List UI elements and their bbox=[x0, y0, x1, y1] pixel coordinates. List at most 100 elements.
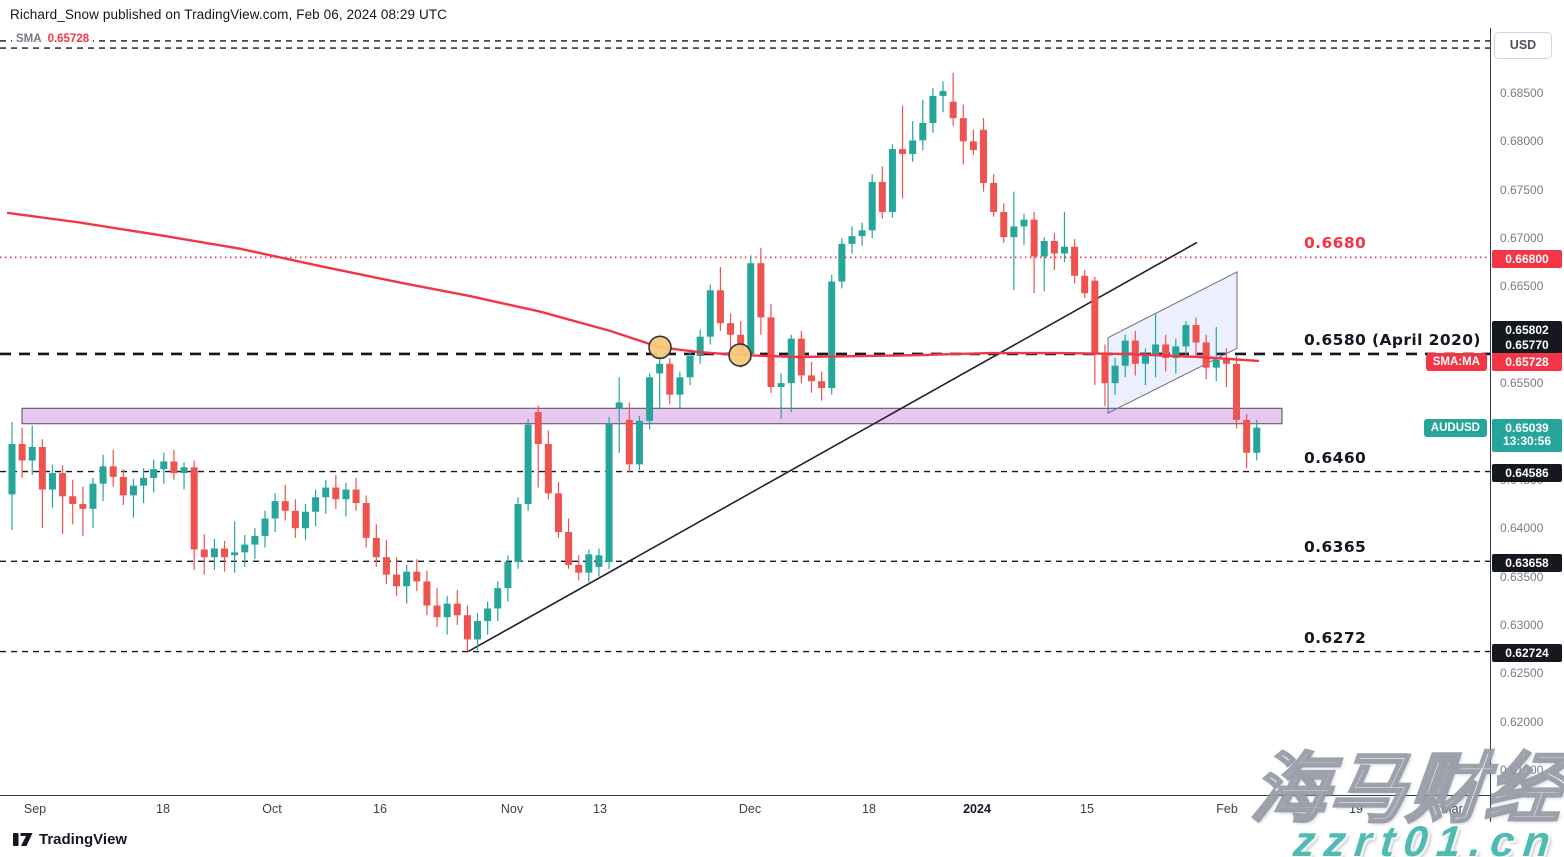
candle bbox=[767, 317, 775, 387]
candle bbox=[382, 557, 390, 575]
candle bbox=[1222, 359, 1230, 364]
candle bbox=[818, 381, 826, 388]
candle bbox=[433, 605, 441, 618]
candle bbox=[271, 501, 279, 519]
candle bbox=[1162, 344, 1170, 358]
currency-toggle-button[interactable]: USD bbox=[1494, 32, 1552, 59]
candle bbox=[727, 323, 735, 335]
candle bbox=[747, 263, 755, 355]
time-tick: Mar bbox=[1441, 802, 1463, 816]
candle bbox=[1081, 275, 1089, 294]
candle bbox=[99, 466, 107, 484]
candle bbox=[291, 510, 299, 529]
candle bbox=[777, 383, 785, 387]
candle bbox=[413, 571, 421, 582]
price-tick: 0.63500 bbox=[1500, 569, 1544, 584]
candle bbox=[929, 95, 937, 123]
candle bbox=[625, 419, 633, 465]
candlestick-series bbox=[8, 72, 1261, 653]
candle bbox=[79, 504, 87, 509]
trendline bbox=[467, 241, 1198, 653]
candle bbox=[150, 469, 158, 478]
candle bbox=[888, 149, 896, 212]
price-tick: 0.68000 bbox=[1500, 134, 1544, 149]
candle bbox=[868, 181, 876, 231]
time-tick: 13 bbox=[593, 802, 607, 816]
candle bbox=[403, 571, 411, 587]
candle bbox=[575, 564, 583, 573]
candle bbox=[878, 181, 886, 212]
chart-plot[interactable] bbox=[0, 0, 1490, 795]
candle bbox=[301, 511, 309, 529]
candle bbox=[1071, 246, 1079, 276]
candle bbox=[959, 118, 967, 142]
candle bbox=[909, 140, 917, 154]
candle bbox=[656, 363, 664, 374]
price-tick: 0.67000 bbox=[1500, 231, 1544, 246]
price-tick: 0.66500 bbox=[1500, 279, 1544, 294]
price-tick: 0.64000 bbox=[1500, 521, 1544, 536]
candle bbox=[1111, 365, 1119, 384]
tradingview-logo-icon[interactable] bbox=[13, 831, 33, 848]
candle bbox=[1091, 280, 1099, 355]
candle bbox=[251, 535, 259, 545]
candle bbox=[342, 489, 350, 500]
candle bbox=[615, 402, 623, 409]
candle bbox=[109, 466, 117, 477]
candle bbox=[828, 281, 836, 388]
candle bbox=[1010, 226, 1018, 238]
candle bbox=[949, 101, 957, 119]
candle bbox=[372, 537, 380, 558]
candle bbox=[990, 182, 998, 212]
candle bbox=[848, 236, 856, 244]
candle bbox=[1050, 240, 1058, 254]
candle bbox=[969, 141, 977, 151]
time-tick: Dec bbox=[738, 802, 762, 816]
price-tick: 0.65500 bbox=[1500, 376, 1544, 391]
candle bbox=[180, 467, 188, 474]
time-tick: Sep bbox=[23, 802, 47, 816]
time-tick: Nov bbox=[500, 802, 524, 816]
candle bbox=[1212, 359, 1220, 368]
time-axis[interactable]: Sep 18 Oct 16 Nov 13 Dec 18 2024 15 Feb 19 Mar bbox=[0, 795, 1490, 822]
candle bbox=[514, 504, 522, 563]
candle bbox=[716, 290, 724, 324]
candle bbox=[676, 377, 684, 395]
indicator-legend[interactable]: SMA 0.65728 bbox=[12, 33, 94, 45]
candle bbox=[1141, 354, 1149, 364]
candle bbox=[1243, 419, 1251, 453]
candle bbox=[210, 548, 218, 558]
indicator-name: SMA bbox=[16, 33, 42, 45]
candle bbox=[59, 473, 67, 497]
candle bbox=[474, 621, 482, 640]
candle bbox=[231, 552, 239, 556]
candle bbox=[362, 503, 370, 538]
candle bbox=[696, 336, 704, 357]
candle bbox=[635, 420, 643, 465]
candle bbox=[919, 122, 927, 141]
candle bbox=[221, 548, 229, 558]
candle bbox=[28, 446, 36, 461]
candle bbox=[605, 423, 613, 563]
candle bbox=[38, 446, 46, 490]
candle bbox=[463, 615, 471, 640]
candle bbox=[1000, 211, 1008, 238]
time-tick: 18 bbox=[156, 802, 170, 816]
candle bbox=[524, 424, 532, 505]
candle bbox=[200, 549, 208, 558]
tradingview-brand-text[interactable]: TradingView bbox=[39, 831, 128, 848]
candle bbox=[1192, 325, 1200, 343]
candle bbox=[1233, 363, 1241, 420]
price-axis[interactable]: USD 0.68500 0.68000 0.67500 0.67000 0.66500 0… bbox=[1490, 28, 1564, 822]
footer-bar: TradingView bbox=[0, 822, 1564, 857]
candle bbox=[686, 356, 694, 378]
price-tick: 0.62000 bbox=[1500, 714, 1544, 729]
time-tick: Feb bbox=[1216, 802, 1238, 816]
candle bbox=[443, 603, 451, 618]
candle bbox=[1030, 219, 1038, 257]
time-tick: 15 bbox=[1080, 802, 1094, 816]
candle bbox=[140, 477, 148, 486]
candle bbox=[585, 554, 593, 573]
indicator-value: 0.65728 bbox=[47, 33, 90, 45]
highlight-circle bbox=[648, 335, 672, 360]
